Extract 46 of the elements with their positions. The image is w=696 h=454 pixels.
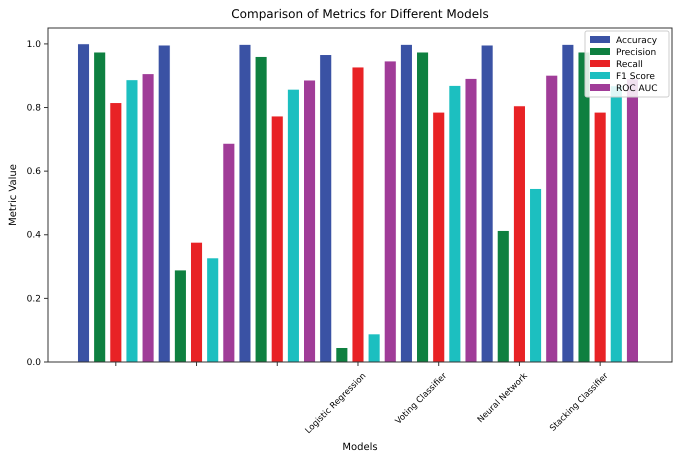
chart-title: Comparison of Metrics for Different Models xyxy=(231,7,489,21)
bar xyxy=(320,54,332,362)
y-tick-label: 0.0 xyxy=(26,358,42,368)
bar xyxy=(384,60,396,362)
bar xyxy=(94,52,106,362)
bar xyxy=(562,44,574,362)
bar xyxy=(480,44,494,362)
bar xyxy=(142,74,154,362)
legend-label: Accuracy xyxy=(616,36,658,46)
bar xyxy=(352,66,364,362)
legend-label: F1 Score xyxy=(616,72,656,82)
bar xyxy=(174,270,187,362)
x-axis-title: Models xyxy=(342,442,378,453)
bar xyxy=(110,102,122,362)
bar xyxy=(158,44,170,362)
y-tick-label: 0.4 xyxy=(26,230,42,241)
bar xyxy=(400,44,413,362)
bar xyxy=(222,143,235,362)
bar xyxy=(206,258,219,362)
legend-label: Recall xyxy=(616,60,643,70)
y-tick-label: 0.8 xyxy=(26,103,42,114)
y-tick-label: 1.0 xyxy=(26,40,42,50)
bar xyxy=(513,106,526,362)
bar xyxy=(594,112,606,362)
bar xyxy=(368,334,380,362)
bar xyxy=(336,347,348,362)
bar xyxy=(238,44,252,362)
bar xyxy=(287,89,300,362)
y-tick-label: 0.2 xyxy=(26,294,41,304)
legend-label: ROC AUC xyxy=(616,84,658,94)
y-axis-title: Metric Value xyxy=(8,164,19,226)
bar xyxy=(497,230,510,362)
bar xyxy=(546,75,558,362)
bar xyxy=(448,85,462,362)
bar xyxy=(254,56,268,362)
bar xyxy=(190,242,203,362)
y-tick-label: 0.6 xyxy=(26,167,42,178)
bar xyxy=(432,112,445,362)
bar xyxy=(529,188,542,362)
bar xyxy=(126,80,138,362)
bar xyxy=(416,52,429,362)
bar xyxy=(303,80,316,362)
bar xyxy=(271,116,284,362)
bar xyxy=(77,44,90,362)
legend-label: Precision xyxy=(616,48,656,58)
bar xyxy=(464,78,478,362)
